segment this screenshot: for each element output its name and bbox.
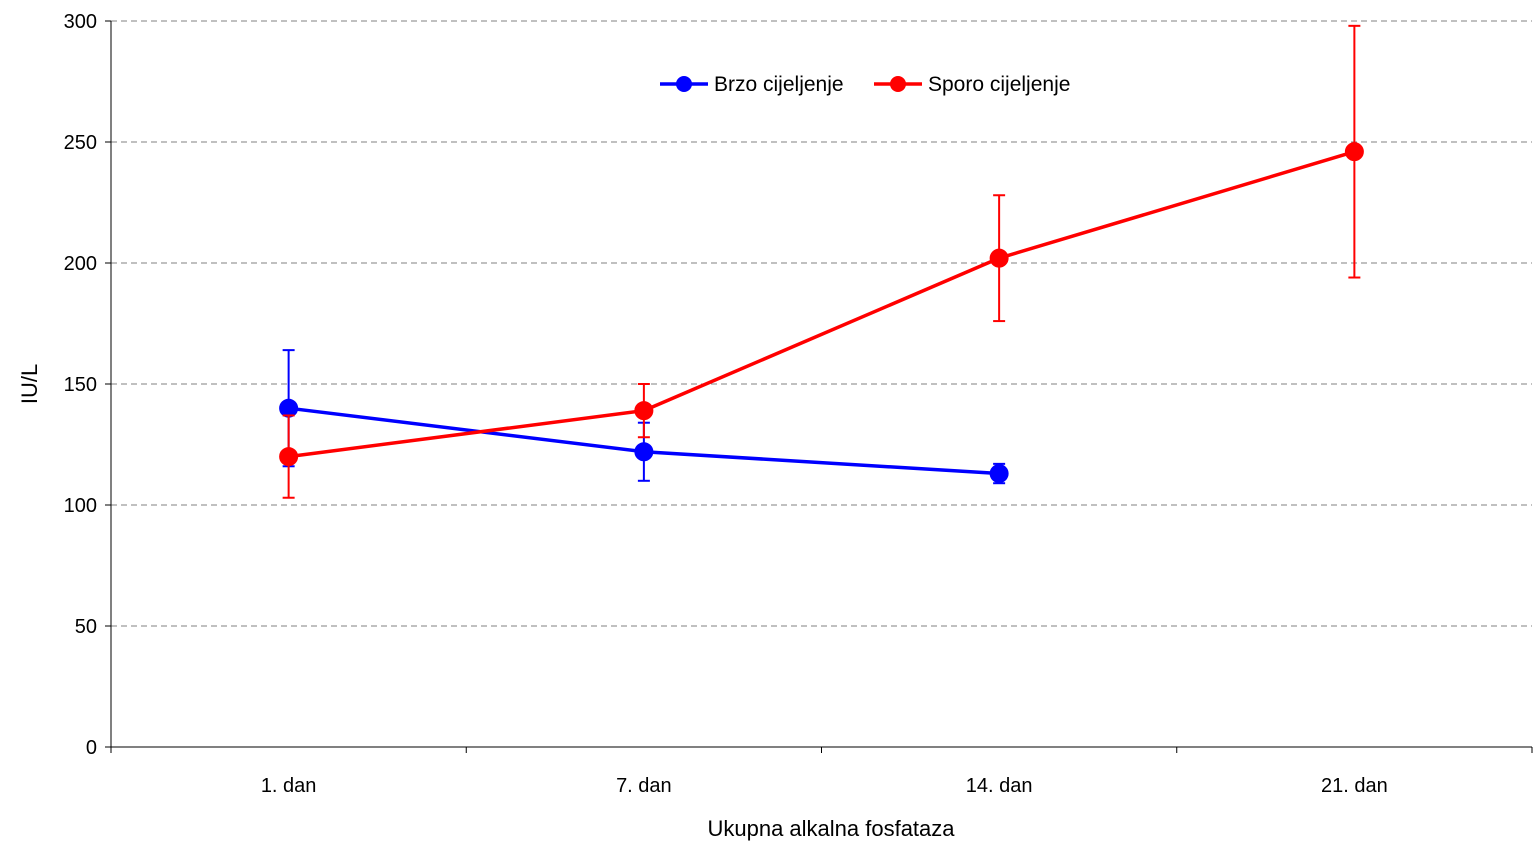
legend: Brzo cijeljenje Sporo cijeljenje (660, 73, 1070, 96)
data-point-1-3 (989, 464, 1009, 484)
x-tick-label-4: 21. dan (1321, 775, 1388, 797)
series-2 (279, 24, 1364, 499)
data-point-1-2 (634, 442, 654, 462)
data-point-2-2 (634, 401, 654, 421)
y-axis-ticks: 0 50 100 150 200 250 300 (64, 11, 111, 759)
gridlines (111, 20, 1532, 627)
x-tick-label-2: 7. dan (616, 775, 672, 797)
y-tick-label-200: 200 (64, 253, 97, 275)
data-point-2-4 (1344, 142, 1364, 162)
y-tick-label-50: 50 (75, 616, 97, 638)
legend-item-1: Brzo cijeljenje (660, 73, 844, 96)
y-tick-label-0: 0 (86, 737, 97, 759)
y-axis-title: IU/L (17, 364, 42, 404)
legend-marker-1 (676, 76, 692, 92)
y-tick-label-250: 250 (64, 132, 97, 154)
series-line-2 (288, 150, 1355, 459)
legend-label-2: Sporo cijeljenje (928, 73, 1070, 96)
legend-marker-2 (890, 76, 906, 92)
x-axis-title: Ukupna alkalna fosfataza (707, 816, 955, 841)
y-tick-label-150: 150 (64, 374, 97, 396)
x-tick-label-1: 1. dan (261, 775, 317, 797)
series-1 (279, 349, 1009, 485)
legend-item-2: Sporo cijeljenje (874, 73, 1070, 96)
data-point-2-1 (279, 447, 299, 467)
data-point-2-3 (989, 248, 1009, 268)
y-tick-label-300: 300 (64, 11, 97, 33)
x-tick-label-3: 14. dan (966, 775, 1033, 797)
x-axis-ticks: 1. dan 7. dan 14. dan 21. dan (110, 747, 1533, 797)
y-tick-label-100: 100 (64, 495, 97, 517)
series-group (279, 24, 1364, 499)
legend-label-1: Brzo cijeljenje (714, 73, 844, 96)
